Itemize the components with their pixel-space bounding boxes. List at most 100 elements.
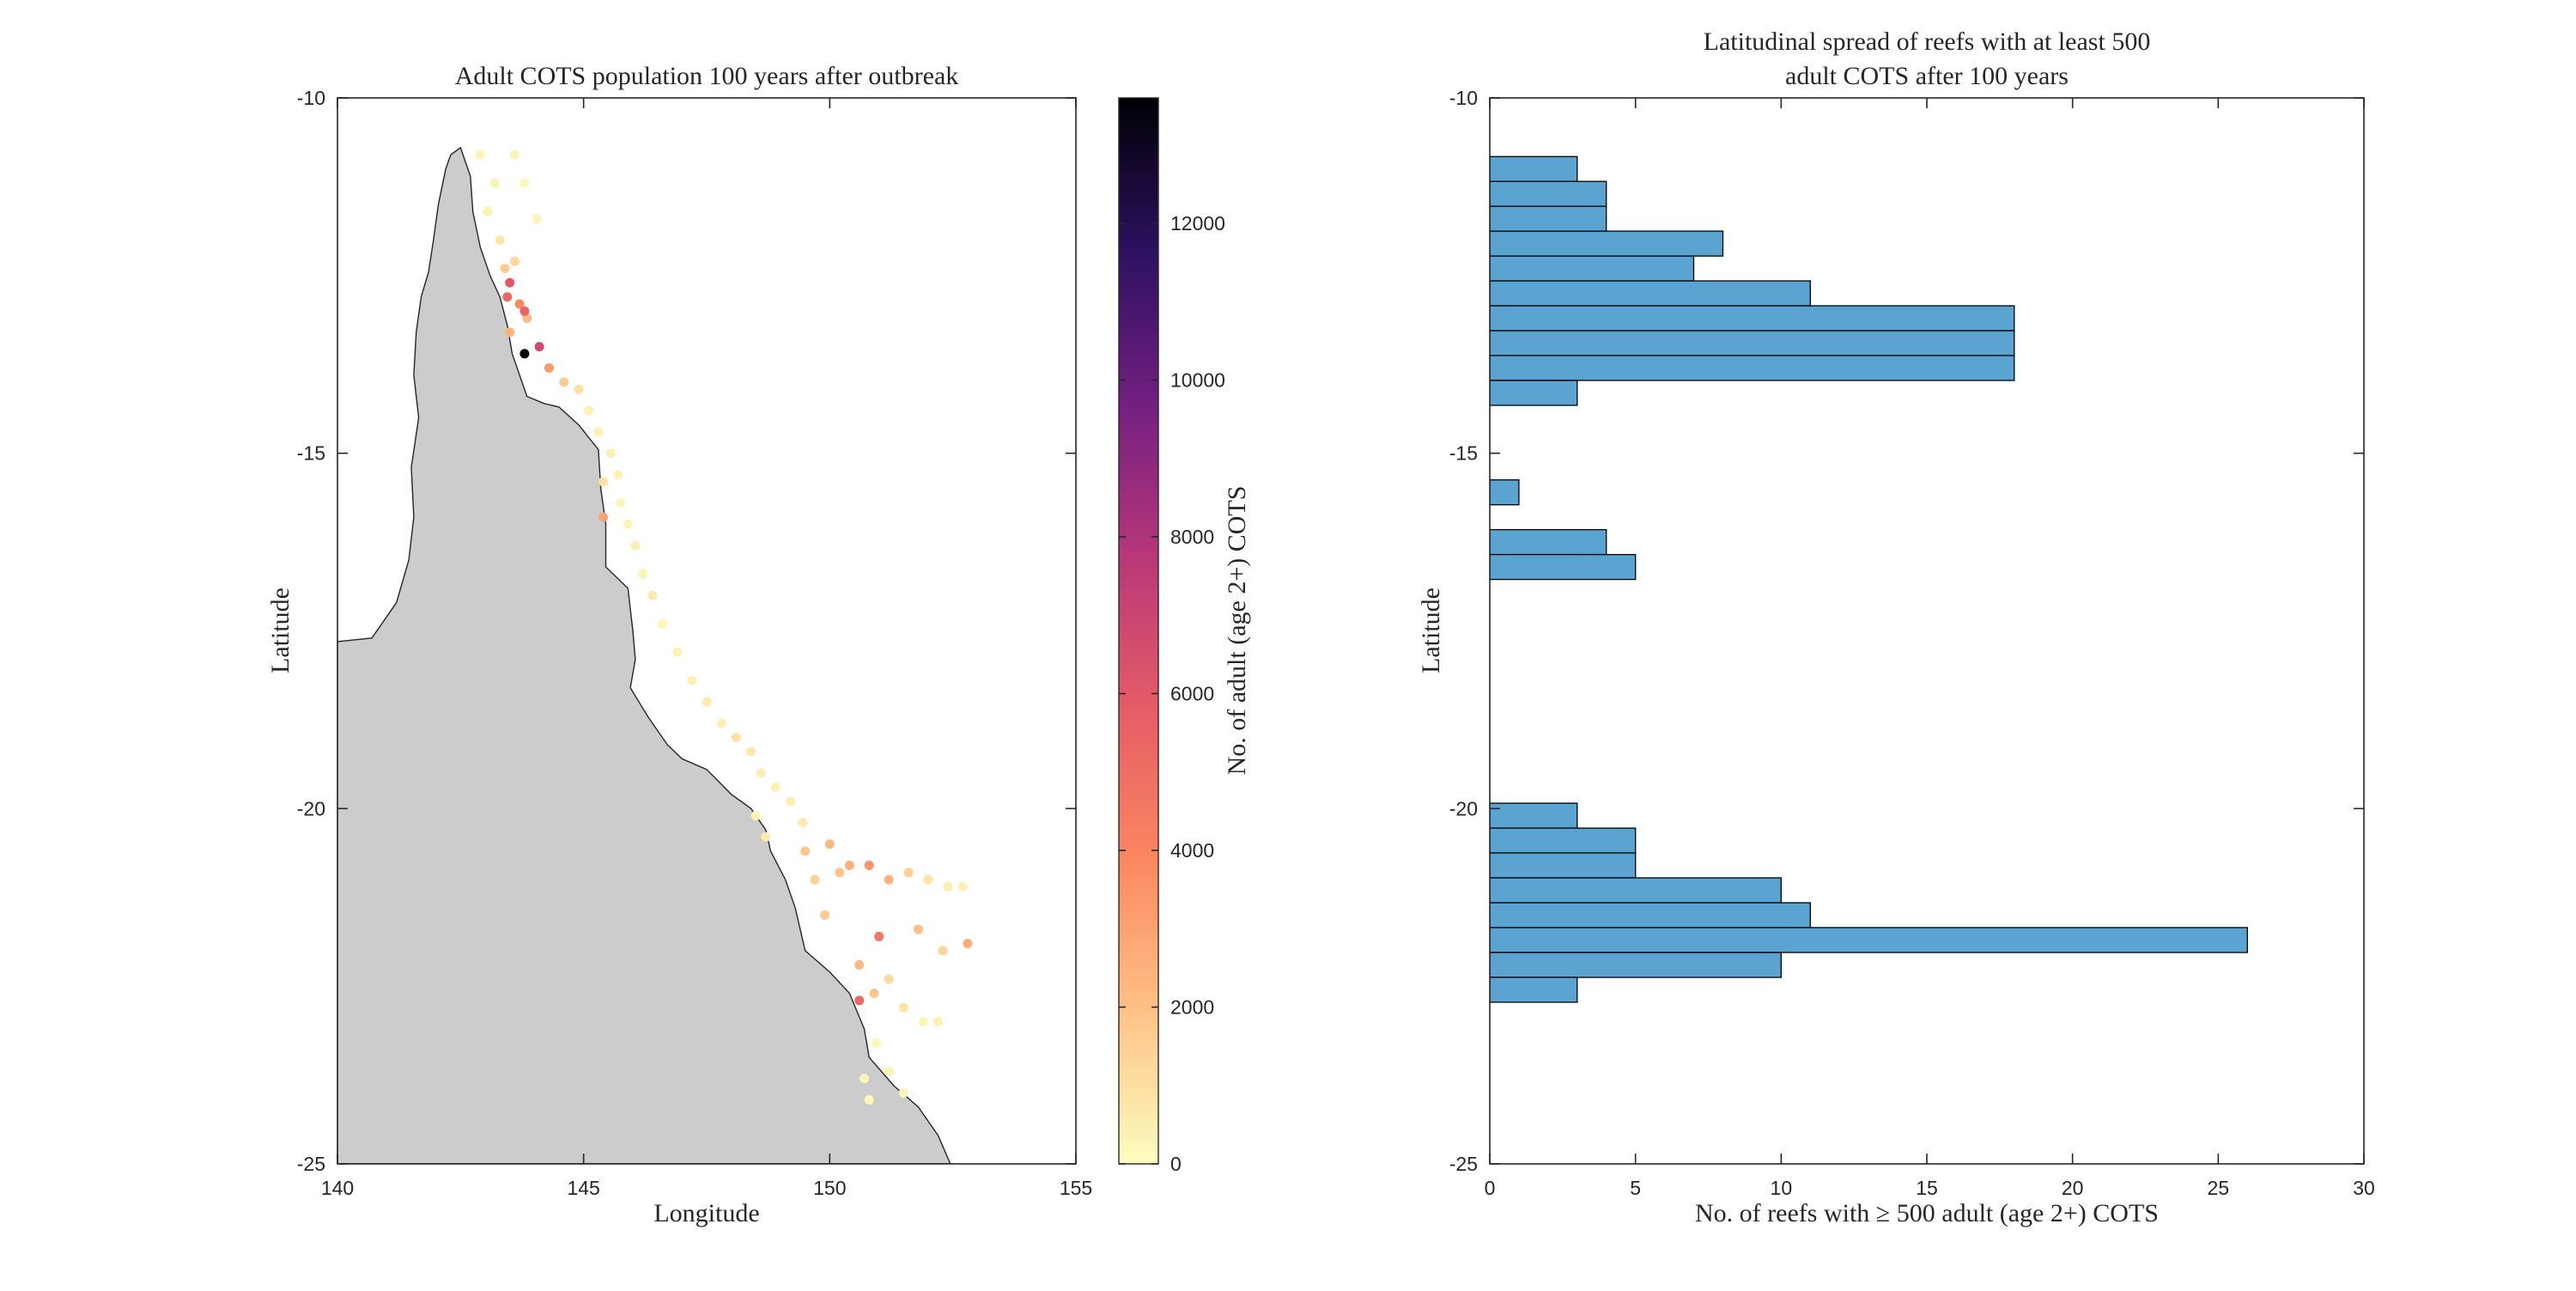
reef-point — [884, 974, 894, 984]
reef-point — [475, 149, 485, 160]
reef-point — [509, 149, 519, 160]
reef-point — [761, 831, 771, 842]
histogram-bar — [1490, 902, 1811, 929]
reef-point — [844, 861, 854, 870]
reef-point — [963, 939, 973, 948]
reef-point — [630, 540, 641, 551]
reef-point — [750, 811, 761, 821]
reef-point — [898, 1087, 908, 1098]
reef-point — [544, 362, 554, 373]
histogram-panel: Latitudinal spread of reefs with at leas… — [1417, 27, 2375, 1227]
reef-points — [475, 149, 973, 1105]
colorbar-bar — [1118, 97, 1159, 1165]
histogram-bar — [1490, 330, 2015, 356]
histogram-bar — [1490, 155, 1578, 182]
histogram-bar — [1490, 802, 1578, 829]
map-y-tick-label: -15 — [297, 442, 325, 465]
histogram-x-tick-label: 25 — [2208, 1177, 2230, 1199]
reef-point — [820, 910, 830, 920]
reef-point — [800, 846, 811, 856]
reef-point — [647, 590, 658, 600]
reef-point — [872, 1038, 882, 1048]
histogram-bar — [1490, 553, 1637, 581]
map-x-tick-label: 145 — [567, 1177, 599, 1199]
colorbar-tick-label: 8000 — [1170, 526, 1214, 548]
reef-point — [914, 924, 923, 935]
map-y-ticks: -25 -20 -15 -10 — [297, 87, 1076, 1175]
reef-point — [519, 349, 530, 359]
histogram-bar — [1490, 528, 1607, 556]
reef-point — [598, 512, 609, 522]
reef-point — [923, 874, 933, 885]
reef-point — [500, 264, 510, 274]
histogram-x-tick-label: 0 — [1485, 1177, 1496, 1199]
map-panel: Adult COTS population 100 years after ou… — [266, 62, 1092, 1227]
reef-point — [490, 178, 500, 188]
colorbar-ticks: 0 2000 4000 6000 8000 10000 12000 — [1119, 212, 1225, 1175]
histogram-subtitle: adult COTS after 100 years — [1785, 62, 2069, 90]
histogram-x-label: No. of reefs with ≥ 500 adult (age 2+) C… — [1695, 1199, 2159, 1227]
reef-point — [509, 256, 519, 266]
map-x-ticks: 140 145 150 155 — [321, 98, 1092, 1199]
histogram-x-tick-label: 10 — [1771, 1177, 1793, 1199]
reef-point — [716, 718, 726, 728]
histogram-bar — [1490, 977, 1578, 1003]
reef-point — [534, 342, 544, 352]
reef-point — [657, 618, 667, 629]
histogram-y-tick-label: -25 — [1449, 1153, 1478, 1175]
reef-point — [943, 881, 953, 892]
colorbar-tick-label: 6000 — [1170, 683, 1214, 705]
histogram-bar — [1490, 877, 1782, 904]
histogram-bar — [1490, 852, 1637, 879]
histogram-bar — [1490, 380, 1578, 406]
reef-point — [918, 1017, 928, 1026]
reef-point — [483, 206, 493, 216]
reef-point — [824, 839, 835, 850]
colorbar-tick-label: 0 — [1170, 1153, 1182, 1175]
histogram-x-tick-label: 30 — [2353, 1177, 2375, 1199]
reef-point — [687, 675, 697, 685]
histogram-title: Latitudinal spread of reefs with at leas… — [1704, 27, 2151, 56]
histogram-bar — [1490, 230, 1724, 257]
reef-point — [505, 277, 515, 288]
reef-point — [616, 498, 626, 508]
reef-point — [869, 988, 879, 998]
reef-point — [532, 214, 542, 224]
reef-point — [505, 327, 515, 338]
reef-point — [770, 783, 781, 792]
reef-point — [583, 405, 593, 416]
colorbar-tick-label: 2000 — [1170, 996, 1214, 1019]
reef-point — [874, 931, 884, 941]
map-y-tick-label: -10 — [297, 87, 325, 109]
reef-point — [864, 861, 874, 870]
map-x-label: Longitude — [653, 1199, 759, 1227]
histogram-bar — [1490, 952, 1782, 978]
histogram-x-tick-label: 20 — [2062, 1177, 2084, 1199]
reef-point — [623, 519, 633, 529]
histogram-y-tick-label: -15 — [1449, 442, 1478, 465]
histogram-bar — [1490, 280, 1811, 307]
reef-point — [898, 1002, 908, 1013]
histogram-y-tick-label: -20 — [1449, 797, 1478, 819]
histogram-bar — [1490, 180, 1607, 207]
histogram-x-tick-label: 15 — [1916, 1177, 1938, 1199]
reef-point — [854, 996, 865, 1006]
reef-point — [702, 697, 712, 707]
histogram-bar — [1490, 827, 1637, 854]
histogram-x-ticks: 0 5 10 15 20 25 30 — [1485, 98, 2375, 1199]
reef-point — [884, 874, 894, 885]
histogram-bars — [1490, 155, 2248, 1003]
reef-point — [559, 377, 569, 387]
reef-point — [522, 314, 532, 323]
reef-point — [519, 306, 530, 316]
histogram-y-ticks: -25 -20 -15 -10 — [1449, 87, 2364, 1175]
reef-point — [593, 427, 604, 437]
histogram-bar — [1490, 927, 2248, 953]
reef-point — [798, 818, 808, 828]
map-y-tick-label: -20 — [297, 797, 325, 819]
reef-point — [746, 746, 756, 757]
reef-point — [864, 1095, 874, 1105]
colorbar: 0 2000 4000 6000 8000 10000 12000 No. of adult… — [1118, 97, 1251, 1175]
reef-point — [613, 470, 623, 479]
